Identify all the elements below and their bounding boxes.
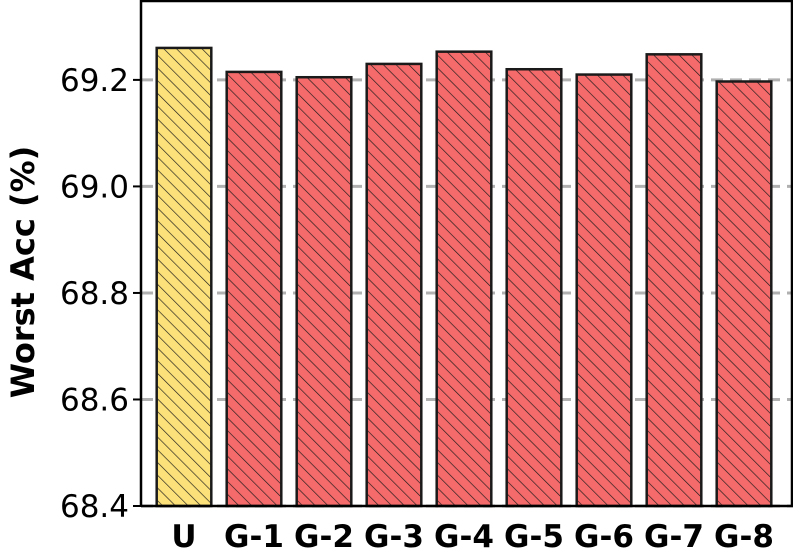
bar-hatch (435, 50, 493, 508)
y-tick-label: 68.6 (60, 382, 129, 418)
bar-hatch (295, 75, 353, 508)
y-axis-title: Worst Acc (%) (4, 146, 42, 399)
x-tick-label: G-8 (714, 519, 774, 555)
x-tick-label: G-6 (574, 519, 634, 555)
bar-hatch (575, 73, 633, 508)
x-tick-label: G-3 (364, 519, 424, 555)
bar-hatch (645, 53, 703, 508)
axes: 68.4 68.6 68.8 69.0 69.2 U G-1 G-2 G-3 G-4 G-5 G-6 G… (60, 0, 793, 555)
bar-hatch (365, 62, 423, 508)
x-tick-label: G-5 (504, 519, 564, 555)
x-tick-label: G-2 (294, 519, 354, 555)
bar-hatch (155, 46, 213, 508)
bar-hatch (225, 70, 283, 508)
x-tick-label: G-7 (644, 519, 704, 555)
x-tick-label: G-1 (224, 519, 284, 555)
y-tick-label: 69.0 (60, 169, 129, 205)
bar-hatch (715, 80, 773, 508)
x-tick-label: U (171, 519, 196, 555)
y-tick-label: 68.8 (60, 276, 129, 312)
y-tick-label: 69.2 (60, 63, 129, 99)
bar-hatch (505, 67, 563, 508)
y-tick-label: 68.4 (60, 489, 129, 525)
bars (155, 46, 773, 508)
x-tick-label: G-4 (434, 519, 494, 555)
